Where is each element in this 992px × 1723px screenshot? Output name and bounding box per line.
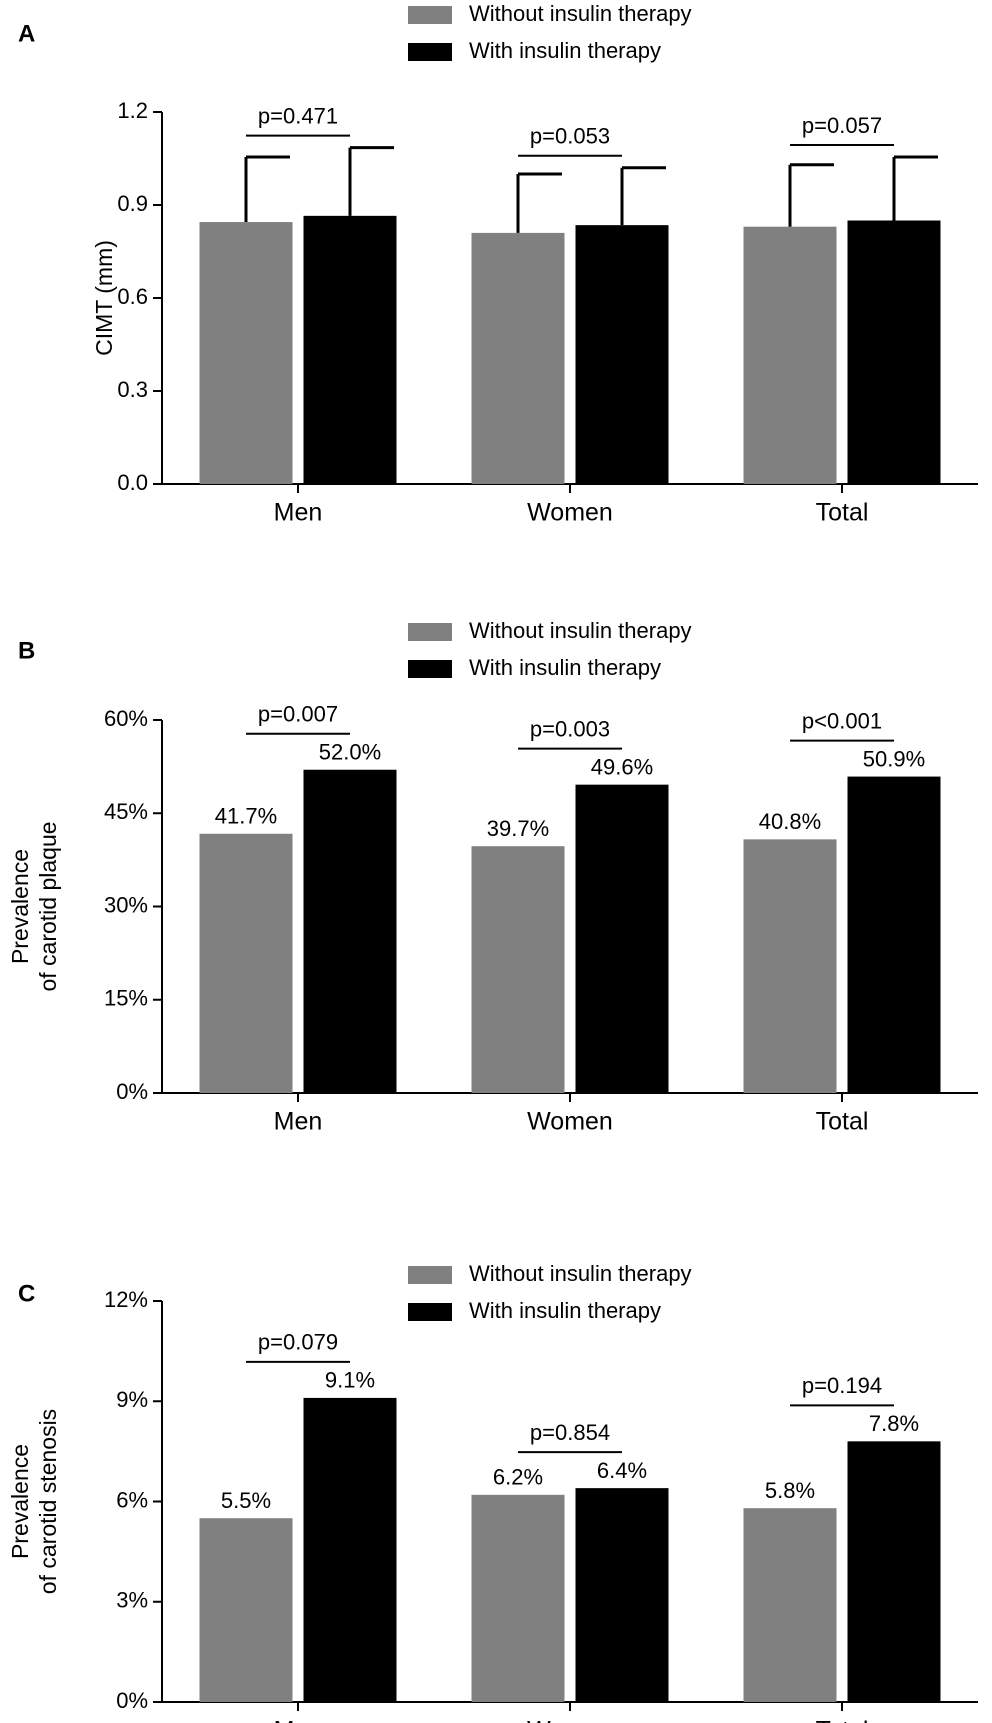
p-value: p=0.003 [530, 716, 610, 741]
y-tick-label: 0.9 [117, 191, 148, 216]
value-label: 5.8% [765, 1478, 815, 1503]
y-tick-label: 60% [104, 706, 148, 731]
legend-label: Without insulin therapy [469, 1, 692, 26]
y-tick-label: 9% [116, 1387, 148, 1412]
y-tick-label: 6% [116, 1487, 148, 1512]
x-tick-label: Total [816, 1717, 869, 1723]
panel-label: A [18, 20, 35, 47]
p-value: p=0.471 [258, 103, 338, 128]
y-tick-label: 30% [104, 892, 148, 917]
legend-swatch [408, 43, 452, 61]
legend-label: With insulin therapy [469, 655, 661, 680]
bar [303, 215, 397, 484]
bar [199, 833, 293, 1093]
value-label: 50.9% [863, 746, 925, 771]
x-tick-label: Men [274, 499, 323, 527]
value-label: 7.8% [869, 1411, 919, 1436]
y-tick-label: 0% [116, 1688, 148, 1713]
value-label: 49.6% [591, 754, 653, 779]
y-tick-label: 3% [116, 1588, 148, 1613]
bar [471, 1494, 565, 1702]
bar [847, 220, 941, 484]
y-axis-title: of carotid stenosis [35, 1409, 61, 1594]
legend-swatch [408, 1266, 452, 1284]
bar [847, 1441, 941, 1702]
panel-label: C [18, 1280, 35, 1307]
value-label: 5.5% [221, 1488, 271, 1513]
y-tick-label: 0.0 [117, 470, 148, 495]
value-label: 52.0% [319, 740, 381, 765]
legend-label: Without insulin therapy [469, 1261, 692, 1286]
value-label: 6.2% [493, 1465, 543, 1490]
legend-label: With insulin therapy [469, 1298, 661, 1323]
value-label: 41.7% [215, 804, 277, 829]
value-label: 6.4% [597, 1458, 647, 1483]
bar [743, 839, 837, 1093]
x-tick-label: Total [816, 1108, 869, 1136]
p-value: p<0.001 [802, 708, 882, 733]
bar [575, 225, 669, 484]
p-value: p=0.053 [530, 124, 610, 149]
bar [199, 222, 293, 485]
y-tick-label: 0.3 [117, 377, 148, 402]
bar [303, 1397, 397, 1702]
bar [471, 232, 565, 484]
y-tick-label: 0% [116, 1079, 148, 1104]
y-tick-label: 12% [104, 1287, 148, 1312]
bar [471, 846, 565, 1093]
value-label: 9.1% [325, 1368, 375, 1393]
value-label: 40.8% [759, 809, 821, 834]
bar [743, 226, 837, 484]
x-tick-label: Women [527, 1108, 613, 1136]
x-tick-label: Women [527, 1717, 613, 1723]
x-tick-label: Total [816, 499, 869, 527]
p-value: p=0.194 [802, 1373, 882, 1398]
legend-label: With insulin therapy [469, 38, 661, 63]
legend-swatch [408, 660, 452, 678]
x-tick-label: Men [274, 1717, 323, 1723]
bar [575, 1488, 669, 1702]
legend-swatch [408, 6, 452, 24]
y-axis-title: Prevalence [7, 1444, 33, 1559]
panel-label: B [18, 637, 35, 664]
y-axis-title: of carotid plaque [35, 821, 61, 991]
y-tick-label: 45% [104, 799, 148, 824]
p-value: p=0.079 [258, 1330, 338, 1355]
legend-label: Without insulin therapy [469, 618, 692, 643]
bar [575, 784, 669, 1093]
y-tick-label: 0.6 [117, 284, 148, 309]
x-tick-label: Men [274, 1108, 323, 1136]
bar [303, 769, 397, 1093]
x-tick-label: Women [527, 499, 613, 527]
bar [199, 1518, 293, 1702]
p-value: p=0.007 [258, 702, 338, 727]
y-axis-title: Prevalence [7, 849, 33, 964]
y-tick-label: 1.2 [117, 98, 148, 123]
p-value: p=0.854 [530, 1420, 610, 1445]
bar [847, 776, 941, 1093]
y-axis-title: CIMT (mm) [91, 240, 117, 356]
p-value: p=0.057 [802, 113, 882, 138]
y-tick-label: 15% [104, 986, 148, 1011]
legend-swatch [408, 1303, 452, 1321]
value-label: 39.7% [487, 816, 549, 841]
legend-swatch [408, 623, 452, 641]
bar [743, 1508, 837, 1702]
